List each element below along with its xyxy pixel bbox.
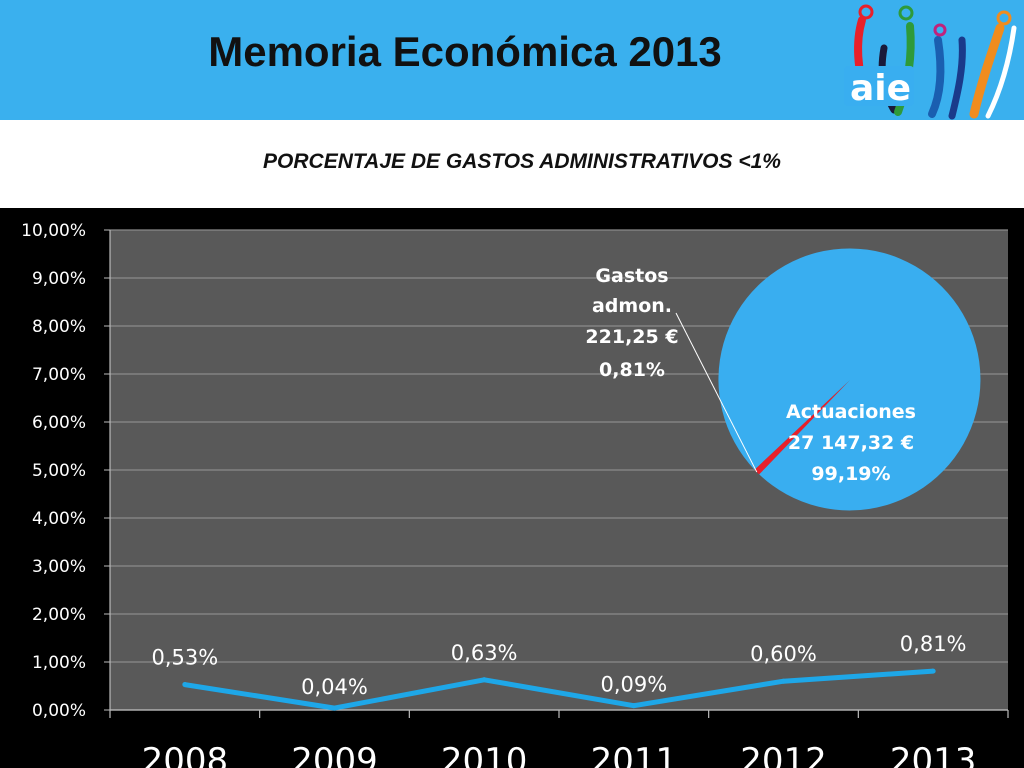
y-tick-label: 7,00%: [32, 365, 86, 385]
data-label: 0,60%: [750, 642, 817, 666]
y-tick-label: 8,00%: [32, 317, 86, 337]
data-label: 0,53%: [151, 646, 218, 670]
x-tick-label: 2010: [441, 741, 528, 768]
y-tick-label: 3,00%: [32, 557, 86, 577]
data-point: [781, 678, 786, 684]
y-tick-label: 2,00%: [32, 605, 86, 625]
data-label: 0,04%: [301, 675, 368, 699]
aie-logo: aie: [832, 0, 1024, 120]
pie-label-actuaciones: 27 147,32 €: [788, 432, 914, 454]
pie-label-actuaciones: 99,19%: [811, 463, 890, 485]
pie-slice-actuaciones: [718, 248, 981, 511]
pie-label-actuaciones: Actuaciones: [786, 401, 916, 423]
y-axis-ticks: 0,00% 1,00% 2,00% 3,00% 4,00% 5,00% 6,00% 7,00%…: [21, 221, 110, 721]
y-tick-label: 10,00%: [21, 221, 86, 241]
data-label: 0,81%: [900, 632, 967, 656]
x-tick-label: 2008: [142, 741, 229, 768]
pie-label-gastos: admon.: [592, 295, 672, 317]
x-tick-label: 2011: [591, 741, 678, 768]
chart: 0,00% 1,00% 2,00% 3,00% 4,00% 5,00% 6,00% 7,00%…: [21, 221, 1009, 768]
chart-title-band: [0, 120, 1024, 208]
data-point: [631, 703, 637, 709]
y-tick-label: 0,00%: [32, 701, 86, 721]
y-tick-label: 5,00%: [32, 461, 86, 481]
data-point: [332, 705, 337, 711]
y-tick-label: 6,00%: [32, 413, 86, 433]
pie-label-gastos: Gastos: [595, 265, 668, 287]
logo-text: aie: [850, 68, 911, 109]
data-label: 0,63%: [451, 641, 518, 665]
pie-label-gastos: 0,81%: [599, 359, 665, 381]
data-labels: 0,53% 0,04% 0,63% 0,09% 0,60% 0,81%: [151, 632, 967, 711]
x-axis-ticks: 2008 2009 2010 2011 2012 2013: [142, 741, 977, 768]
data-point: [182, 682, 188, 688]
data-point: [930, 668, 936, 674]
chart-title: PORCENTAJE DE GASTOS ADMINISTRATIVOS <1%: [263, 150, 781, 173]
slide-title: Memoria Económica 2013: [208, 28, 722, 75]
series-line: [184, 668, 934, 711]
x-tick-label: 2012: [740, 741, 827, 768]
data-point: [481, 677, 487, 683]
x-tick-label: 2013: [890, 741, 977, 768]
pie-label-gastos: 221,25 €: [585, 326, 678, 348]
pie-chart: Gastos admon. 221,25 € 0,81% Actuaciones 27 1…: [585, 248, 981, 511]
y-tick-label: 9,00%: [32, 269, 86, 289]
x-tick-label: 2009: [291, 741, 378, 768]
pie-leader-line: [675, 312, 758, 473]
x-axis: [109, 230, 1009, 718]
y-tick-label: 4,00%: [32, 509, 86, 529]
data-label: 0,09%: [600, 673, 667, 697]
pie-slice-gastos: [754, 380, 850, 475]
y-tick-label: 1,00%: [32, 653, 86, 673]
slide-header: Memoria Económica 2013 aie: [0, 0, 1024, 120]
